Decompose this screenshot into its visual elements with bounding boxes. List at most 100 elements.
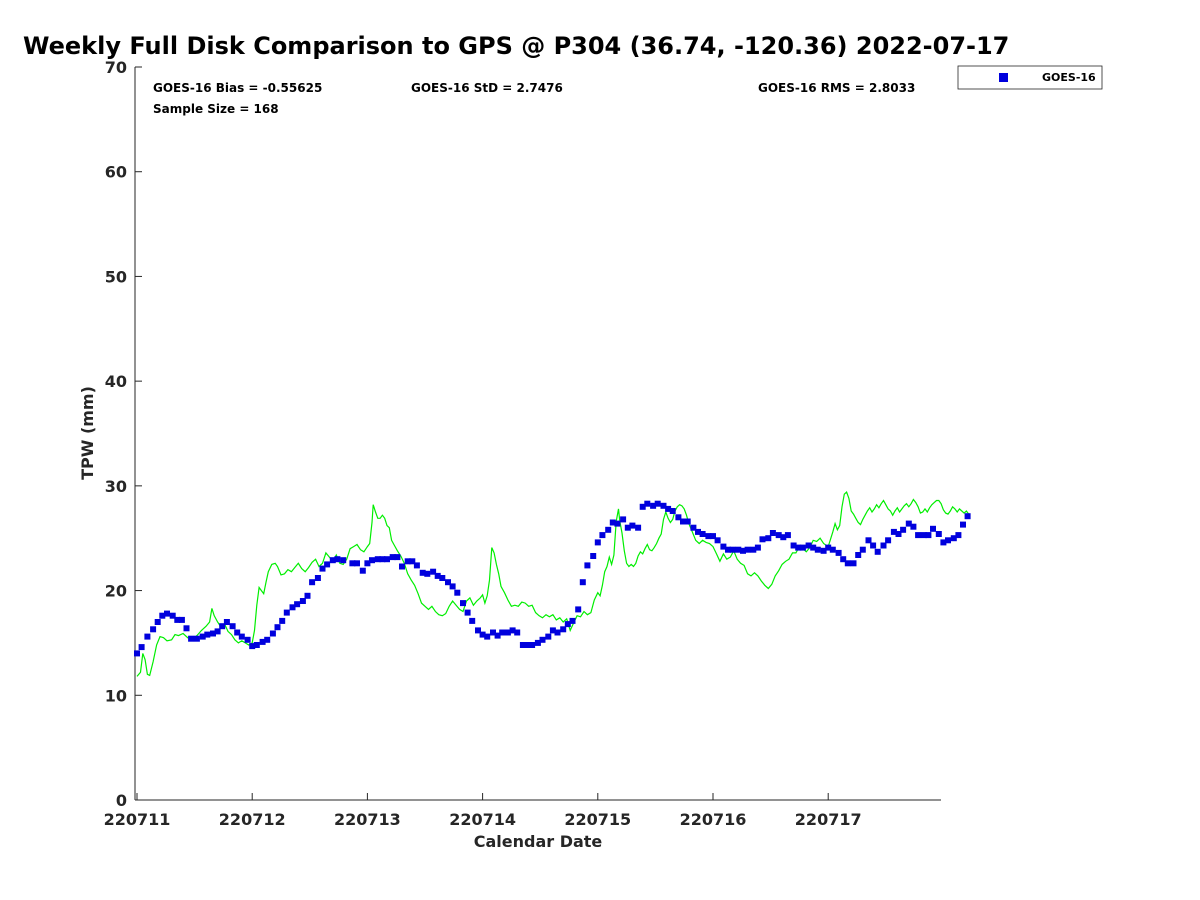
goes-16-point: [134, 650, 140, 657]
goes-16-point: [835, 549, 842, 556]
goes-16-point: [183, 625, 190, 632]
legend-marker-goes-16: [999, 73, 1008, 82]
goes-16-point: [154, 619, 161, 625]
goes-16-point: [629, 522, 636, 529]
goes-16-point: [399, 563, 405, 570]
goes-16-point: [639, 503, 646, 510]
goes-16-point: [244, 636, 251, 643]
goes-16-point: [569, 617, 576, 624]
goes-16-point: [960, 521, 966, 528]
x-tick-label: 220716: [680, 810, 747, 829]
goes-16-point: [223, 619, 230, 625]
goes-16-point: [349, 560, 356, 567]
goes-16-point: [214, 628, 221, 635]
goes-16-point: [575, 606, 582, 613]
goes-16-point: [234, 629, 241, 636]
goes-16-point: [294, 601, 301, 608]
goes-16-point: [859, 546, 866, 553]
goes-16-point: [379, 556, 386, 563]
goes-16-point: [840, 556, 847, 563]
goes-16-point: [524, 642, 531, 648]
goes-16-point: [590, 553, 597, 559]
goes-16-point: [238, 633, 245, 640]
goes-16-point: [534, 639, 541, 646]
goes-16-point: [740, 547, 746, 554]
goes-16-point: [624, 524, 631, 531]
goes-16-point: [784, 532, 791, 539]
goes-16-point: [564, 621, 571, 628]
goes-16-point: [279, 617, 286, 624]
goes-16-point: [545, 633, 552, 640]
goes-16-point: [855, 552, 862, 558]
goes-16-point: [605, 526, 612, 533]
goes-16-point: [229, 623, 236, 630]
goes-16-point: [850, 560, 857, 567]
goes-16-point: [549, 627, 556, 634]
goes-16-point: [699, 531, 706, 537]
goes-16-point: [554, 629, 561, 636]
goes-16-point: [354, 560, 360, 567]
goes-16-point: [665, 505, 672, 512]
goes-16-point: [274, 624, 281, 631]
stat-rms: GOES-16 RMS = 2.8033: [758, 81, 915, 95]
goes-16-point: [620, 516, 627, 523]
goes-16-point: [925, 532, 932, 539]
series-gps: [136, 491, 970, 677]
goes-16-point: [169, 612, 176, 619]
goes-16-point: [204, 631, 211, 638]
goes-16-point: [164, 610, 170, 617]
goes-16-point: [790, 542, 797, 549]
goes-16-point: [805, 542, 812, 549]
goes-16-point: [404, 558, 411, 565]
goes-16-point: [193, 635, 200, 642]
goes-16-point: [439, 575, 446, 581]
goes-16-point: [144, 633, 151, 640]
y-tick-label: 40: [105, 372, 127, 391]
x-axis-ticks: 220711 220712 220713 220714 220715 220716 2207…: [104, 793, 862, 829]
goes-16-point: [955, 532, 962, 539]
goes-16-point: [635, 524, 642, 531]
goes-16-point: [529, 642, 536, 648]
x-tick-label: 220711: [104, 810, 171, 829]
goes-16-point: [754, 544, 761, 551]
goes-16-point: [219, 623, 226, 630]
goes-16-point: [844, 560, 851, 567]
goes-16-point: [669, 508, 676, 514]
goes-16-point: [935, 531, 942, 537]
stat-sample-size: Sample Size = 168: [153, 102, 279, 116]
goes-16-point: [780, 534, 787, 541]
goes-16-point: [890, 528, 897, 535]
goes-16-point: [138, 644, 145, 651]
goes-16-point: [644, 500, 651, 507]
goes-16-point: [449, 583, 456, 590]
x-tick-label: 220715: [564, 810, 631, 829]
goes-16-point: [695, 528, 701, 535]
chart-title: Weekly Full Disk Comparison to GPS @ P30…: [23, 32, 1009, 60]
goes-16-point: [905, 520, 912, 527]
goes-16-point: [560, 626, 567, 633]
x-tick-label: 220713: [334, 810, 401, 829]
goes-16-point: [475, 627, 481, 634]
goes-16-point: [814, 546, 821, 553]
goes-16-point: [210, 630, 216, 637]
x-tick-label: 220712: [219, 810, 286, 829]
goes-16-point: [769, 530, 776, 536]
goes-16-point: [259, 638, 266, 645]
goes-16-point: [650, 502, 657, 509]
goes-16-point: [765, 535, 772, 542]
goes-16-point: [910, 523, 917, 530]
gps-line: [136, 491, 970, 677]
goes-16-point: [499, 629, 506, 636]
goes-16-point: [419, 569, 426, 576]
goes-16-point: [885, 537, 892, 544]
x-tick-label: 220714: [449, 810, 516, 829]
goes-16-point: [150, 626, 157, 633]
goes-16-point: [829, 546, 836, 553]
x-tick-label: 220717: [795, 810, 862, 829]
legend-label-goes-16: GOES-16: [1042, 71, 1096, 84]
goes-16-point: [675, 514, 682, 521]
goes-16-point: [314, 575, 321, 581]
goes-16-point: [509, 627, 516, 634]
goes-16-point: [880, 542, 887, 549]
goes-16-point: [720, 543, 727, 550]
